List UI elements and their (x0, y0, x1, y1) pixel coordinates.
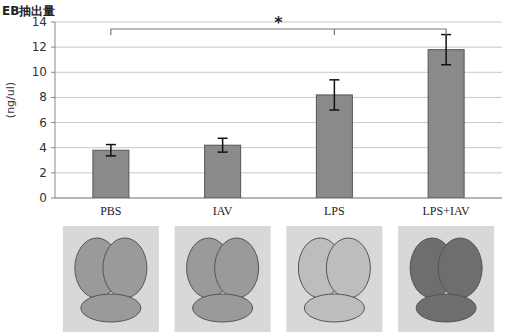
photo-background (286, 226, 382, 332)
y-tick-label: 12 (32, 40, 47, 54)
y-tick-label: 6 (39, 116, 47, 130)
y-tick (51, 97, 55, 98)
brain-cerebellum (193, 294, 253, 322)
brain-hemisphere (326, 238, 370, 298)
annotation: * (274, 13, 283, 32)
error-bar (218, 138, 228, 152)
error-bar (106, 145, 116, 156)
x-tick-label: IAV (213, 204, 233, 218)
grid-line (55, 47, 502, 48)
brain-hemisphere (215, 238, 259, 298)
brain-photos (63, 226, 494, 332)
y-tick-label: 0 (39, 191, 47, 205)
brain-cerebellum (81, 294, 141, 322)
y-tick (51, 147, 55, 148)
y-axis-label: (ng/ul) (4, 82, 17, 118)
x-tick-label: LPS (324, 204, 345, 218)
x-tick-label: PBS (100, 204, 121, 218)
photo-background (175, 226, 271, 332)
brain-cerebellum (304, 294, 364, 322)
bars (93, 35, 464, 198)
y-tick (51, 172, 55, 173)
y-axis (55, 22, 56, 198)
y-tick-label: 8 (39, 90, 47, 104)
title: EB抽出量 (2, 4, 55, 18)
brain-hemisphere (103, 238, 147, 298)
bar (205, 145, 241, 198)
bar (428, 50, 464, 198)
y-tick-label: 2 (39, 166, 47, 180)
photo-background (63, 226, 159, 332)
bar (316, 95, 352, 198)
brain-hemisphere (438, 238, 482, 298)
y-tick (51, 122, 55, 123)
photo-background (398, 226, 494, 332)
y-tick-label: 10 (32, 65, 47, 79)
y-tick-label: 4 (39, 141, 47, 155)
y-tick (51, 198, 55, 199)
brain-cerebellum (416, 294, 476, 322)
bar (93, 150, 129, 198)
error-bar (441, 35, 451, 65)
y-tick (51, 72, 55, 73)
chart-svg: 02468101214EB抽出量(ng/ul)PBSIAVLPSLPS+IAV* (0, 0, 507, 334)
y-tick (51, 47, 55, 48)
chart-root: 02468101214EB抽出量(ng/ul)PBSIAVLPSLPS+IAV* (0, 0, 507, 334)
error-bar (329, 80, 339, 110)
y-tick (51, 22, 55, 23)
grid (51, 22, 502, 198)
x-tick-label: LPS+IAV (423, 204, 471, 218)
